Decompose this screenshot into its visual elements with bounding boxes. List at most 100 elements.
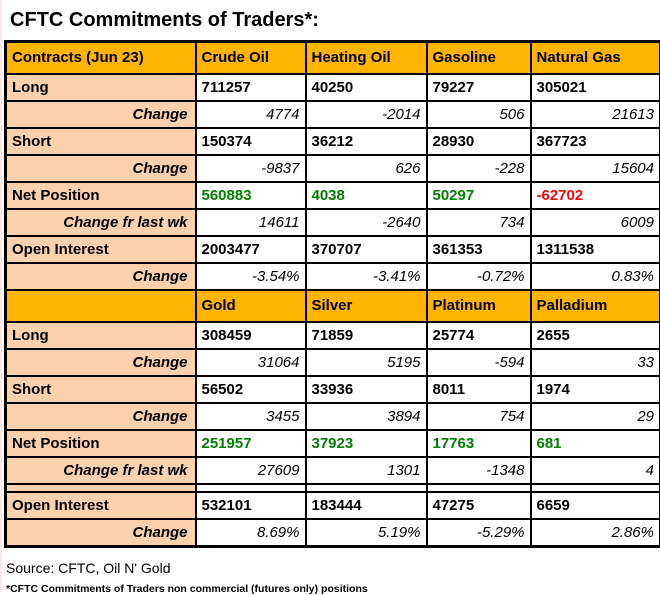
cell-value: 150374 <box>196 128 306 155</box>
cell-value: 79227 <box>427 74 531 101</box>
cell-value: -2014 <box>306 101 427 128</box>
cell-value: 0.83% <box>531 263 660 290</box>
spacer-row <box>6 484 660 492</box>
row-label: Long <box>6 74 196 101</box>
cell-value: 27609 <box>196 457 306 484</box>
cell-value: 367723 <box>531 128 660 155</box>
cell-value: 5195 <box>306 349 427 376</box>
cell-value: 29 <box>531 403 660 430</box>
row-label: Change <box>6 349 196 376</box>
cell-value: 28930 <box>427 128 531 155</box>
row-label: Change <box>6 101 196 128</box>
cell-value: 71859 <box>306 322 427 349</box>
cell-value: 1301 <box>306 457 427 484</box>
table-row: Change-3.54%-3.41%-0.72%0.83% <box>6 263 660 290</box>
cell-value: 370707 <box>306 236 427 263</box>
cell-value: 734 <box>427 209 531 236</box>
cell-value: -1348 <box>427 457 531 484</box>
cell-value: -3.41% <box>306 263 427 290</box>
cell-value: -594 <box>427 349 531 376</box>
cell-value: 532101 <box>196 492 306 519</box>
cell-value: 4038 <box>306 182 427 209</box>
cell-value: 21613 <box>531 101 660 128</box>
cell-value: 361353 <box>427 236 531 263</box>
cell-value: 1311538 <box>531 236 660 263</box>
cell-value: 2003477 <box>196 236 306 263</box>
row-label: Change <box>6 403 196 430</box>
cell-value: 25774 <box>427 322 531 349</box>
cell-value: 17763 <box>427 430 531 457</box>
cell-value: 754 <box>427 403 531 430</box>
row-label: Change <box>6 519 196 547</box>
cell-value: 626 <box>306 155 427 182</box>
cell-value: 15604 <box>531 155 660 182</box>
cell-value: 560883 <box>196 182 306 209</box>
cell-value: 31064 <box>196 349 306 376</box>
cell-value: -0.72% <box>427 263 531 290</box>
cell-value: 711257 <box>196 74 306 101</box>
cell-value: 183444 <box>306 492 427 519</box>
cell-value: -2640 <box>306 209 427 236</box>
source-line: Source: CFTC, Oil N' Gold <box>6 560 660 576</box>
cell-value: -9837 <box>196 155 306 182</box>
row-label: Net Position <box>6 430 196 457</box>
cell-value <box>306 484 427 492</box>
row-label: Long <box>6 322 196 349</box>
row-label: Open Interest <box>6 236 196 263</box>
cell-value: 33936 <box>306 376 427 403</box>
cell-value: 2.86% <box>531 519 660 547</box>
cell-value <box>531 484 660 492</box>
cell-value: -62702 <box>531 182 660 209</box>
row-label: Change <box>6 263 196 290</box>
row-label: Change fr last wk <box>6 457 196 484</box>
cell-value: 36212 <box>306 128 427 155</box>
cell-value: 50297 <box>427 182 531 209</box>
footnote: *CFTC Commitments of Traders non commerc… <box>6 583 660 595</box>
cell-value: 3455 <box>196 403 306 430</box>
cell-value: 2655 <box>531 322 660 349</box>
column-header: Palladium <box>531 290 660 322</box>
cell-value <box>196 484 306 492</box>
cell-value: 3894 <box>306 403 427 430</box>
row-label: Open Interest <box>6 492 196 519</box>
column-header: Heating Oil <box>306 42 427 75</box>
row-label: Change fr last wk <box>6 209 196 236</box>
section-header-label <box>6 290 196 322</box>
cell-value: 33 <box>531 349 660 376</box>
cell-value: 4 <box>531 457 660 484</box>
column-header: Natural Gas <box>531 42 660 75</box>
cell-value: 506 <box>427 101 531 128</box>
cell-value: 14611 <box>196 209 306 236</box>
cell-value: 1974 <box>531 376 660 403</box>
cell-value: 8011 <box>427 376 531 403</box>
section-header-label: Contracts (Jun 23) <box>6 42 196 75</box>
cell-value: 308459 <box>196 322 306 349</box>
cell-value: 8.69% <box>196 519 306 547</box>
row-label: Short <box>6 376 196 403</box>
column-header: Platinum <box>427 290 531 322</box>
cell-value: 305021 <box>531 74 660 101</box>
row-label: Net Position <box>6 182 196 209</box>
cell-value <box>427 484 531 492</box>
row-label: Change <box>6 155 196 182</box>
column-header: Gasoline <box>427 42 531 75</box>
cell-value: 681 <box>531 430 660 457</box>
column-header: Crude Oil <box>196 42 306 75</box>
cell-value: 56502 <box>196 376 306 403</box>
cell-value: 40250 <box>306 74 427 101</box>
